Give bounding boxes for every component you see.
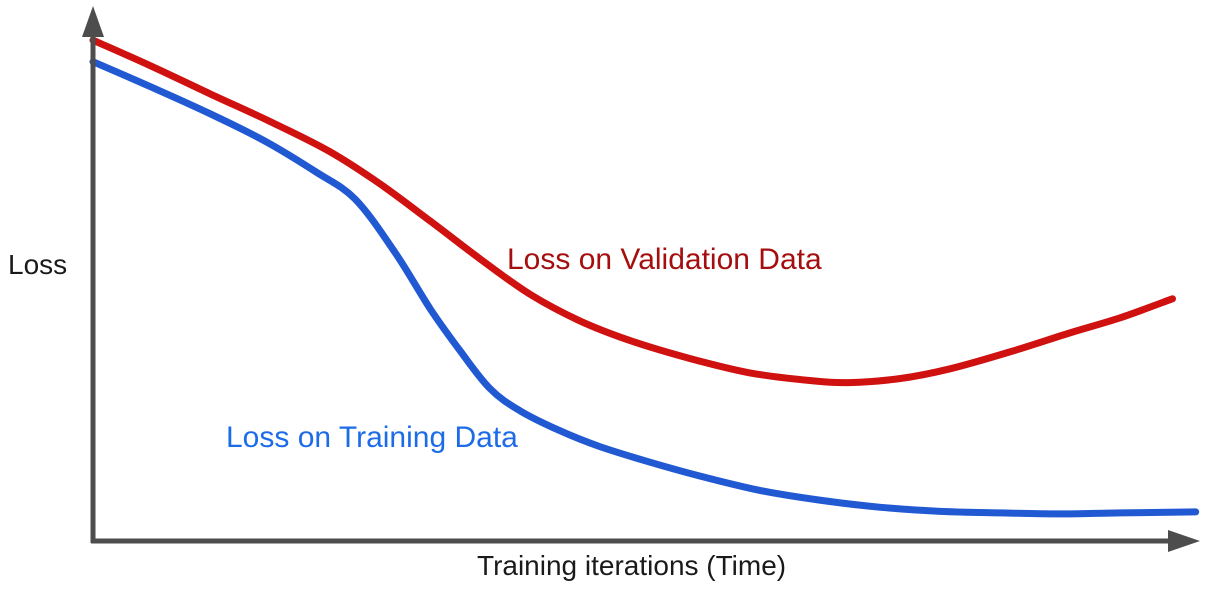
- y-axis-label: Loss: [8, 249, 68, 280]
- validation-loss-curve: [89, 36, 1176, 387]
- axes: [82, 6, 1200, 552]
- training-curve-label: Loss on Training Data: [226, 421, 518, 454]
- y-axis-arrowhead-icon: [82, 6, 104, 37]
- validation-curve-label: Loss on Validation Data: [507, 243, 822, 276]
- training-loss-curve: [89, 58, 1200, 518]
- x-axis-label: Training iterations (Time): [477, 550, 787, 581]
- x-axis-arrowhead-icon: [1168, 530, 1200, 552]
